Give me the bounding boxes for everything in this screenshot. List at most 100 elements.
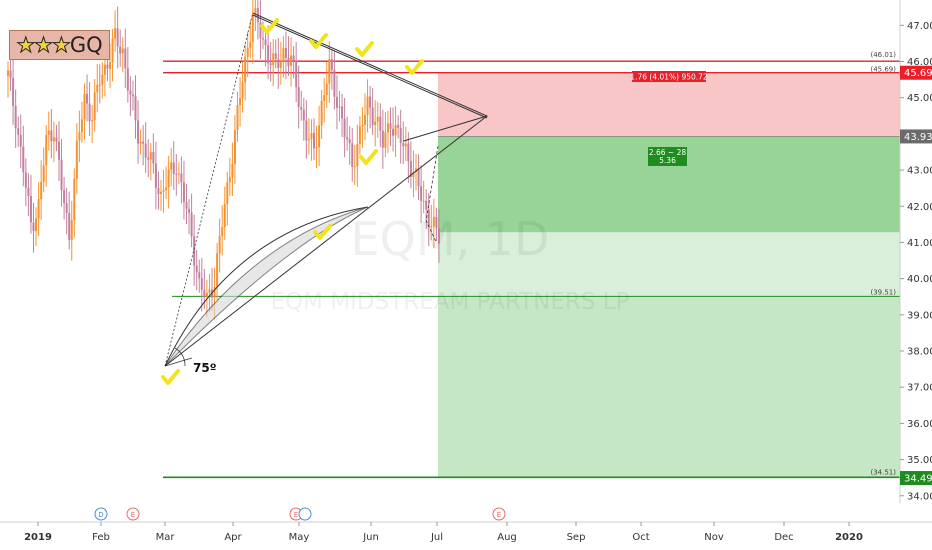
candle-body: [249, 42, 252, 48]
y-tick-label: 35.00: [907, 455, 932, 466]
candle-body: [394, 124, 397, 136]
candle-body: [407, 143, 410, 162]
projection-line: [425, 145, 439, 243]
candle-body: [40, 181, 43, 200]
candle-body: [149, 152, 152, 160]
candle-body: [254, 8, 257, 16]
x-tick-label: 2019: [24, 532, 52, 543]
candle-body: [182, 182, 185, 203]
candle-body: [55, 137, 58, 142]
candle-body: [134, 96, 137, 121]
candle-body: [330, 59, 333, 71]
candle-body: [180, 173, 183, 183]
price-tag-label: 45.69: [904, 68, 932, 79]
candle-body: [58, 141, 60, 160]
candle-body: [205, 292, 208, 298]
candle-body: [402, 143, 405, 147]
candle-body: [83, 93, 86, 120]
y-tick-label: 43.00: [907, 166, 932, 177]
candle-body: [50, 130, 53, 142]
candle-body: [137, 120, 140, 144]
candle-body: [73, 178, 76, 221]
x-tick-label: Jul: [430, 532, 443, 543]
candle-body: [358, 126, 361, 145]
candle-body: [300, 107, 303, 110]
candle-body: [233, 130, 236, 164]
candle-body: [335, 96, 338, 108]
candle-body: [188, 208, 191, 213]
candle-body: [221, 227, 224, 237]
candle-body: [343, 118, 346, 138]
candle-body: [142, 141, 145, 144]
price-tag: [900, 471, 932, 486]
candle-body: [353, 166, 356, 168]
candle-body: [272, 53, 275, 65]
candle-body: [287, 57, 290, 66]
candle-body: [88, 103, 91, 122]
candle-body: [241, 82, 244, 99]
candle-body: [172, 162, 175, 174]
candle-body: [37, 199, 40, 219]
candle-body: [412, 171, 415, 178]
y-tick-label: 41.00: [907, 238, 932, 249]
rating-badge: ★★★ GQ: [9, 30, 110, 60]
level-label: (45.69): [870, 66, 896, 74]
candle-body: [45, 134, 48, 166]
candle-body: [103, 64, 106, 75]
candle-body: [262, 38, 264, 40]
candle-body: [341, 106, 344, 119]
candle-body: [315, 147, 318, 149]
candle-body: [333, 70, 336, 97]
candle-body: [198, 272, 201, 279]
candle-body: [124, 48, 127, 69]
event-marker-label: D: [98, 511, 103, 519]
candle-body: [7, 70, 9, 76]
risk-box: [632, 71, 706, 82]
level-label: (39.51): [870, 288, 896, 296]
candle-body: [279, 61, 282, 68]
candle-body: [96, 84, 99, 93]
candle-body: [160, 191, 162, 195]
candle-body: [371, 107, 374, 126]
x-tick-label: Sep: [567, 532, 586, 543]
candle-body: [384, 132, 387, 148]
price-tag: [900, 129, 932, 144]
candle-body: [24, 172, 27, 188]
candle-body: [320, 100, 323, 126]
candle-body: [386, 123, 389, 133]
event-marker-label: E: [131, 511, 135, 519]
candle-body: [264, 39, 267, 46]
candle-body: [228, 177, 231, 183]
candle-body: [366, 96, 369, 116]
ratio-box-line2: 5.36: [659, 156, 676, 165]
candle-body: [297, 87, 300, 108]
angle-label: 75º: [193, 361, 217, 375]
candle-body: [338, 106, 341, 108]
candle-body: [246, 47, 249, 57]
candle-body: [404, 143, 407, 147]
candle-body: [35, 218, 38, 232]
candle-body: [323, 94, 326, 101]
event-marker-label: E: [497, 511, 501, 519]
price-tag: [900, 65, 932, 80]
candle-body: [364, 115, 366, 125]
candle-body: [379, 116, 382, 131]
candle-body: [12, 77, 15, 106]
candle-body: [290, 55, 293, 66]
candle-body: [177, 173, 180, 175]
x-tick-label: Jun: [362, 532, 379, 543]
watermark-name: EQM MIDSTREAM PARTNERS LP: [271, 289, 630, 315]
candle-body: [399, 127, 402, 144]
candle-body: [63, 190, 66, 204]
candle-body: [348, 139, 351, 144]
candle-body: [305, 120, 308, 141]
candle-body: [60, 159, 63, 191]
event-marker-icon: [94, 507, 108, 521]
candle-body: [223, 203, 226, 228]
candle-body: [213, 287, 216, 298]
x-tick-label: Dec: [774, 532, 793, 543]
candle-body: [282, 47, 285, 62]
y-tick-label: 47.00: [907, 21, 932, 32]
candle-body: [109, 62, 111, 69]
